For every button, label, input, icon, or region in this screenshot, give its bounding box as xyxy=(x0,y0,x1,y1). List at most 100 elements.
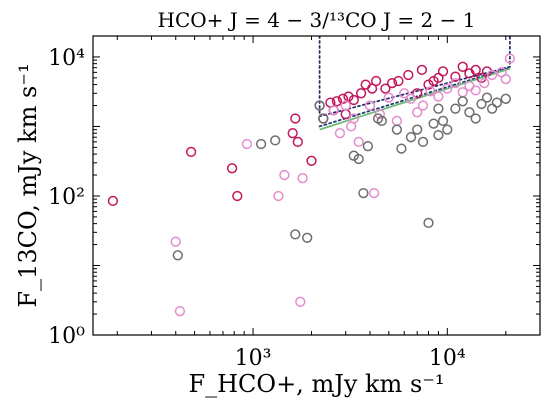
data-point xyxy=(368,187,380,199)
data-point xyxy=(423,79,434,90)
data-point xyxy=(343,91,354,102)
data-point xyxy=(353,153,364,165)
data-point xyxy=(290,229,301,240)
data-point xyxy=(500,73,511,85)
data-point xyxy=(464,107,475,118)
data-point xyxy=(287,128,298,139)
data-point xyxy=(476,72,487,84)
data-point xyxy=(504,53,516,64)
data-point xyxy=(340,100,351,111)
data-point xyxy=(500,93,511,104)
data-point xyxy=(279,169,290,181)
data-point xyxy=(348,113,359,124)
data-point xyxy=(232,190,243,202)
data-point xyxy=(417,100,429,111)
data-point xyxy=(403,69,414,81)
data-point xyxy=(318,113,329,124)
series-group xyxy=(170,53,516,317)
data-point xyxy=(396,143,407,154)
data-point xyxy=(481,92,493,103)
data-point xyxy=(416,64,428,76)
data-point xyxy=(297,173,308,184)
data-point xyxy=(412,107,423,118)
data-point xyxy=(442,83,453,94)
data-point xyxy=(292,136,303,148)
data-point xyxy=(433,91,444,102)
data-point xyxy=(355,88,367,99)
data-point xyxy=(428,118,439,129)
data-point xyxy=(437,66,449,77)
data-point xyxy=(393,75,404,87)
data-point xyxy=(442,124,453,135)
data-point xyxy=(302,232,313,243)
x-tick-label: 10⁴ xyxy=(429,346,466,371)
data-point xyxy=(255,138,267,150)
data-point xyxy=(340,109,351,120)
data-point xyxy=(486,69,498,81)
series-group xyxy=(172,92,511,261)
data-point xyxy=(450,77,461,89)
chart-title: HCO+ J = 4 − 3/¹³CO J = 2 − 1 xyxy=(158,8,476,32)
y-tick-label: 10⁰ xyxy=(48,324,85,349)
data-point xyxy=(391,124,403,135)
data-point xyxy=(226,163,238,174)
data-point xyxy=(433,129,444,141)
y-axis-label: F_13CO, mJy km s⁻¹ xyxy=(14,63,42,307)
data-point xyxy=(376,115,387,127)
data-point xyxy=(370,75,382,87)
plot-frame xyxy=(92,35,541,336)
data-point xyxy=(417,136,429,148)
data-point xyxy=(170,236,181,247)
data-point xyxy=(364,100,376,111)
axis-ticks: 10³ 10⁴ 10⁰ 10² 10⁴ xyxy=(48,35,541,371)
data-point xyxy=(457,61,468,72)
data-point xyxy=(331,96,343,107)
data-point xyxy=(476,98,487,110)
data-point xyxy=(479,77,490,89)
data-point xyxy=(486,103,498,114)
data-point xyxy=(270,135,281,146)
y-tick-label: 10⁴ xyxy=(48,46,85,71)
reference-line xyxy=(318,36,511,118)
x-axis-label: F_HCO+, mJy km s⁻¹ xyxy=(188,370,444,398)
data-point xyxy=(380,83,391,94)
data-point xyxy=(383,92,394,103)
data-point xyxy=(464,80,475,92)
y-tick-label: 10² xyxy=(48,185,85,210)
data-point xyxy=(450,103,461,114)
data-point xyxy=(450,71,461,82)
data-point xyxy=(337,93,349,104)
data-point xyxy=(405,132,417,143)
data-point xyxy=(314,100,325,111)
data-point xyxy=(470,64,481,76)
data-point xyxy=(174,306,186,317)
data-point xyxy=(290,113,301,124)
data-point xyxy=(295,296,306,307)
data-point xyxy=(405,93,417,104)
data-point xyxy=(386,77,398,89)
data-point xyxy=(328,105,339,116)
data-point xyxy=(425,86,436,97)
data-point xyxy=(412,124,423,135)
data-point xyxy=(334,128,346,139)
data-point xyxy=(437,115,449,127)
data-point xyxy=(362,141,374,152)
data-point xyxy=(360,79,371,90)
data-point xyxy=(412,88,423,99)
data-point xyxy=(185,146,197,158)
data-point xyxy=(470,113,481,124)
data-point xyxy=(358,187,369,199)
data-point xyxy=(391,115,403,127)
data-point xyxy=(241,138,253,150)
x-tick-label: 10³ xyxy=(235,346,272,371)
data-point xyxy=(457,96,468,107)
data-point xyxy=(481,66,493,77)
plot-area xyxy=(107,36,516,317)
data-point xyxy=(273,190,284,202)
data-point xyxy=(399,88,410,99)
data-point xyxy=(353,136,364,148)
data-point xyxy=(306,155,317,166)
data-point xyxy=(423,217,434,229)
data-point xyxy=(433,103,444,114)
data-point xyxy=(348,94,359,106)
